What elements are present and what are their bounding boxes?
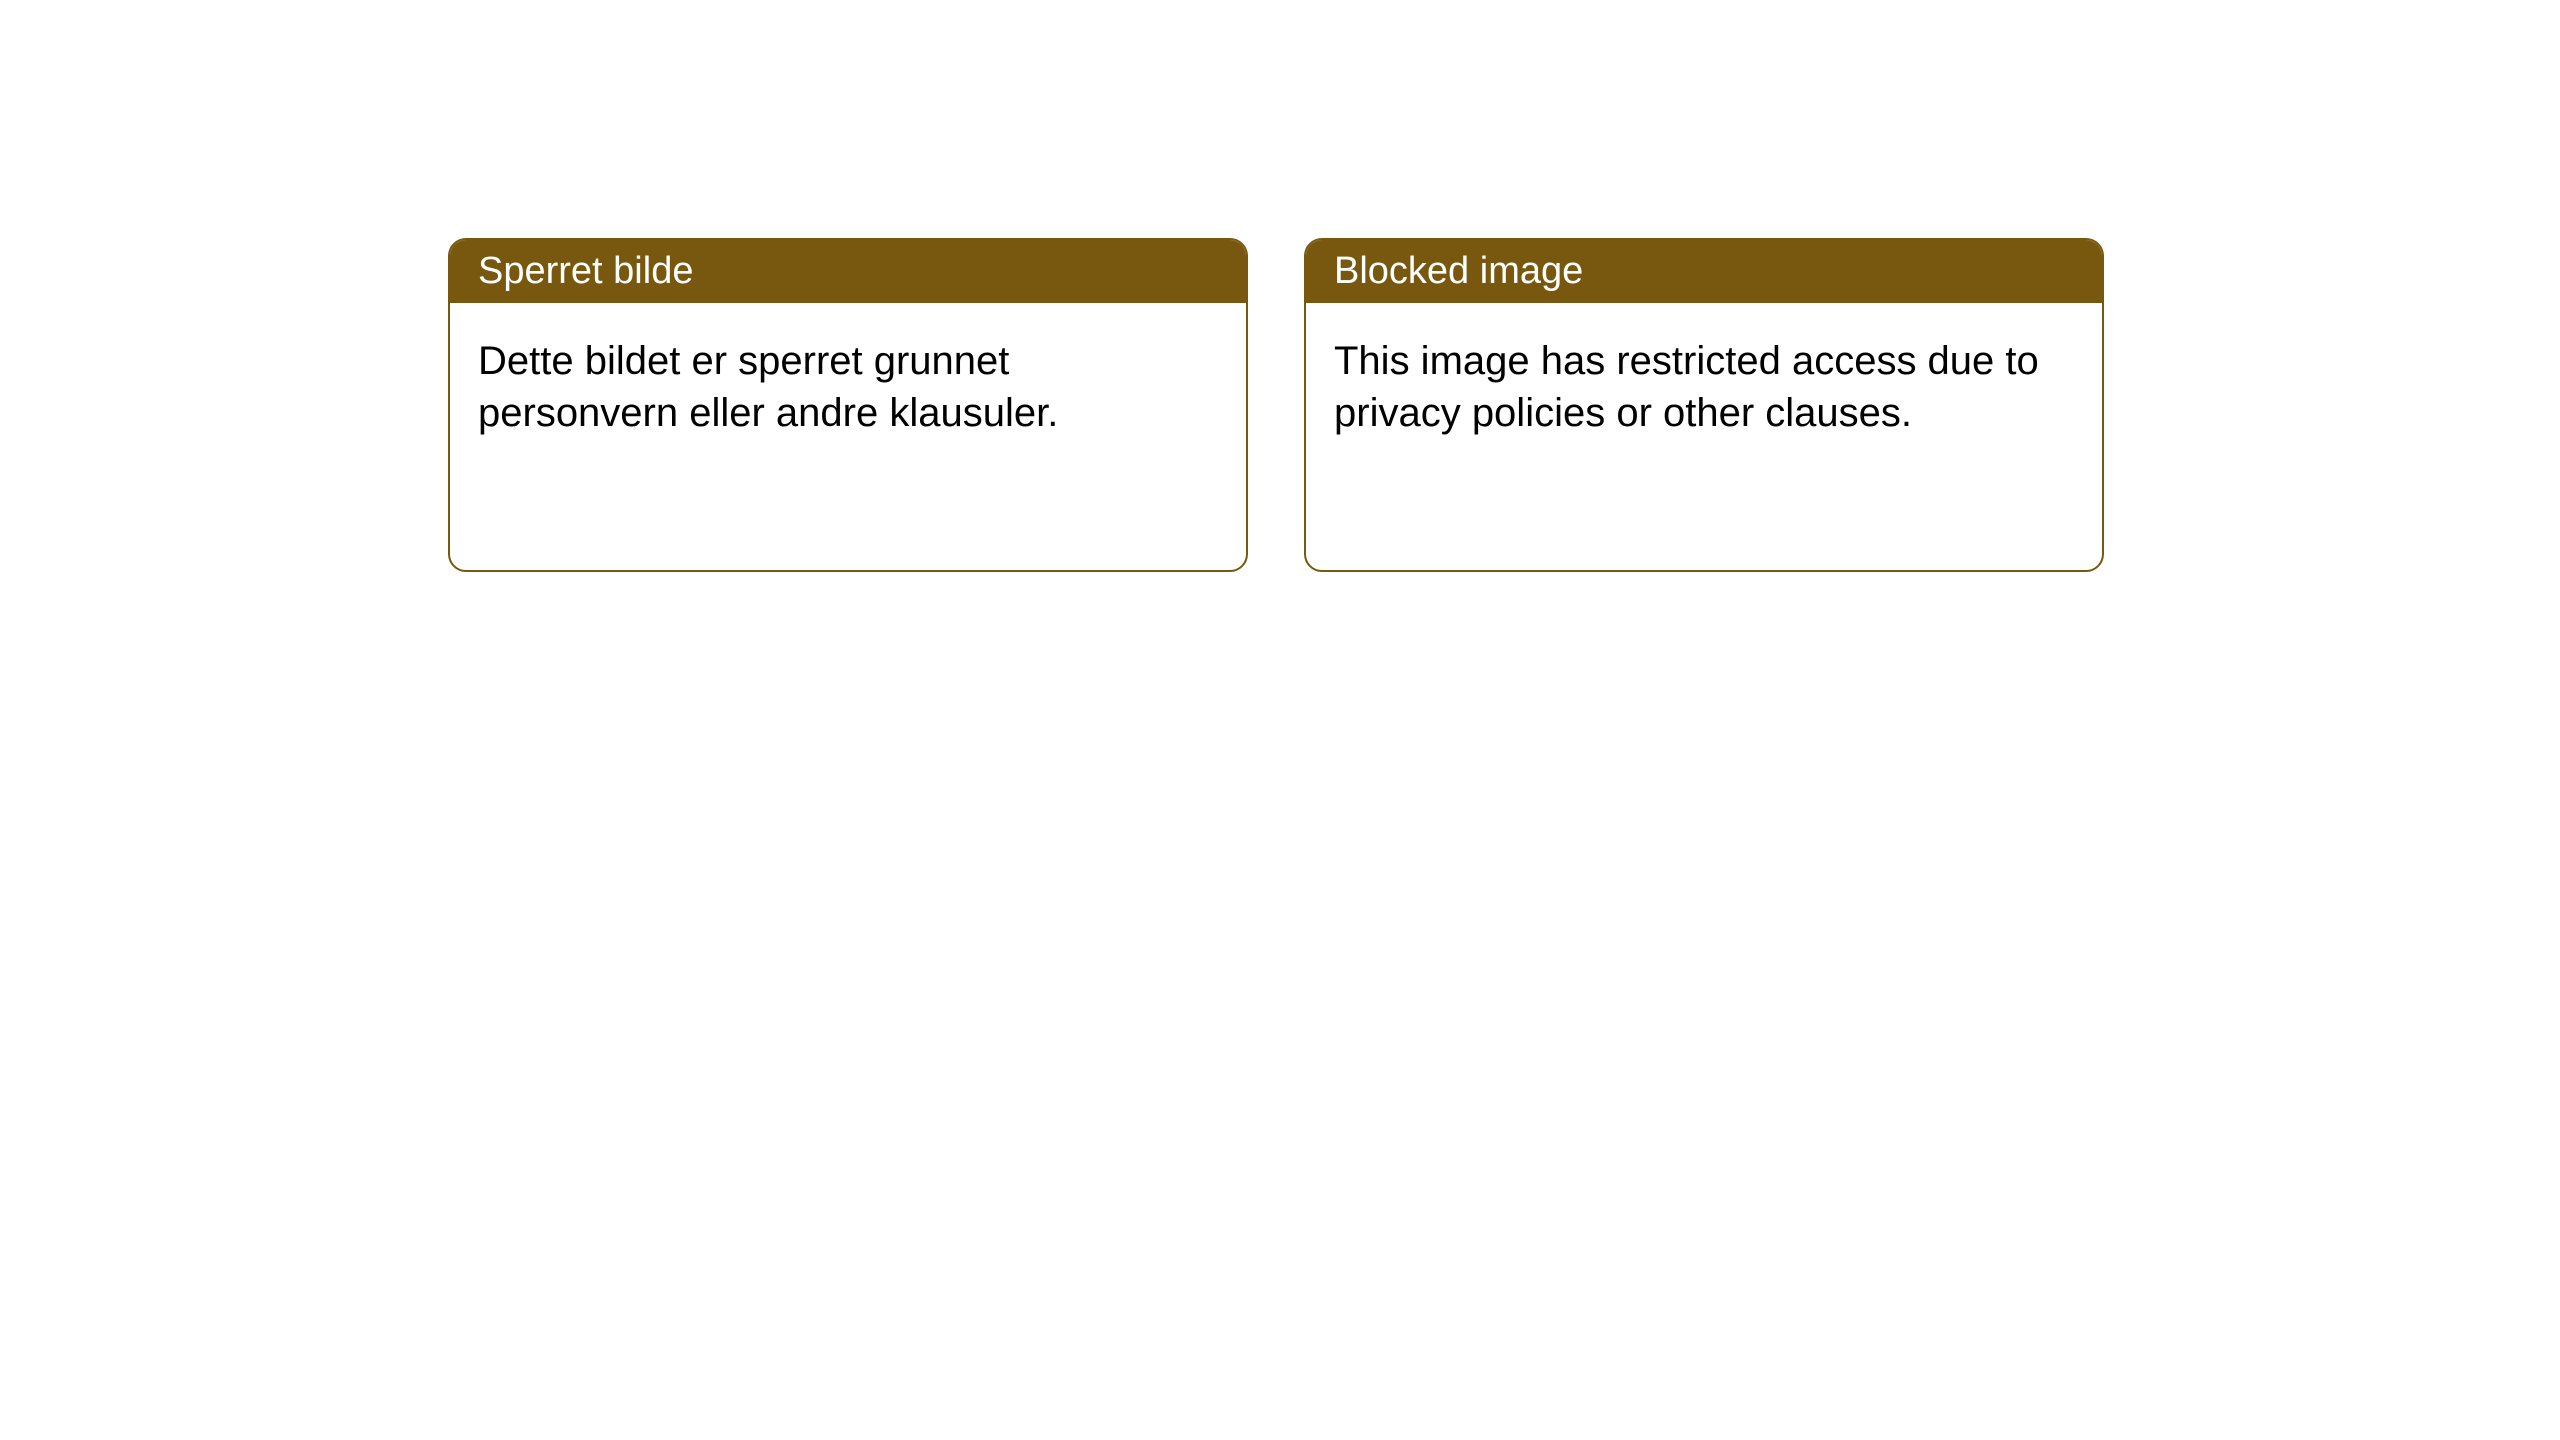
card-title: Sperret bilde <box>478 250 693 292</box>
card-header: Blocked image <box>1306 240 2102 303</box>
notice-card-english: Blocked image This image has restricted … <box>1304 238 2104 572</box>
card-body: Dette bildet er sperret grunnet personve… <box>450 303 1246 471</box>
card-body-text: This image has restricted access due to … <box>1334 339 2039 435</box>
card-body-text: Dette bildet er sperret grunnet personve… <box>478 339 1058 435</box>
card-header: Sperret bilde <box>450 240 1246 303</box>
card-body: This image has restricted access due to … <box>1306 303 2102 471</box>
notice-container: Sperret bilde Dette bildet er sperret gr… <box>0 0 2560 572</box>
notice-card-norwegian: Sperret bilde Dette bildet er sperret gr… <box>448 238 1248 572</box>
card-title: Blocked image <box>1334 250 1583 292</box>
